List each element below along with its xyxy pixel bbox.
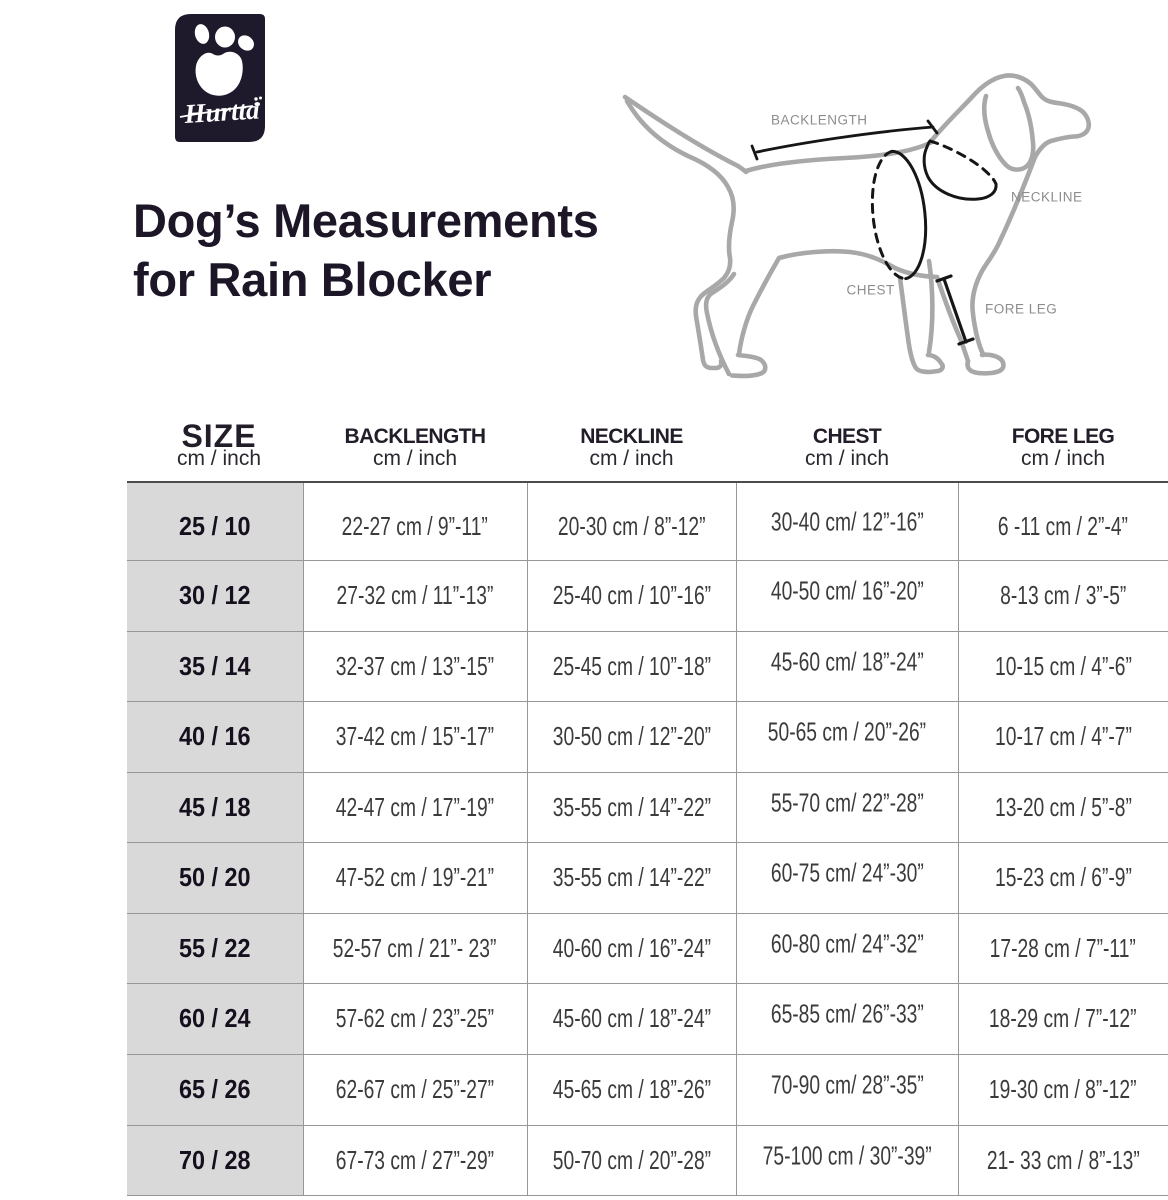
svg-text:Hurtta: Hurtta [183, 94, 261, 129]
svg-text:BACKLENGTH: BACKLENGTH [771, 113, 868, 128]
svg-text:NECKLINE: NECKLINE [1011, 190, 1083, 205]
svg-text:FORE LEG: FORE LEG [985, 302, 1057, 317]
svg-text:CHEST: CHEST [847, 283, 895, 298]
